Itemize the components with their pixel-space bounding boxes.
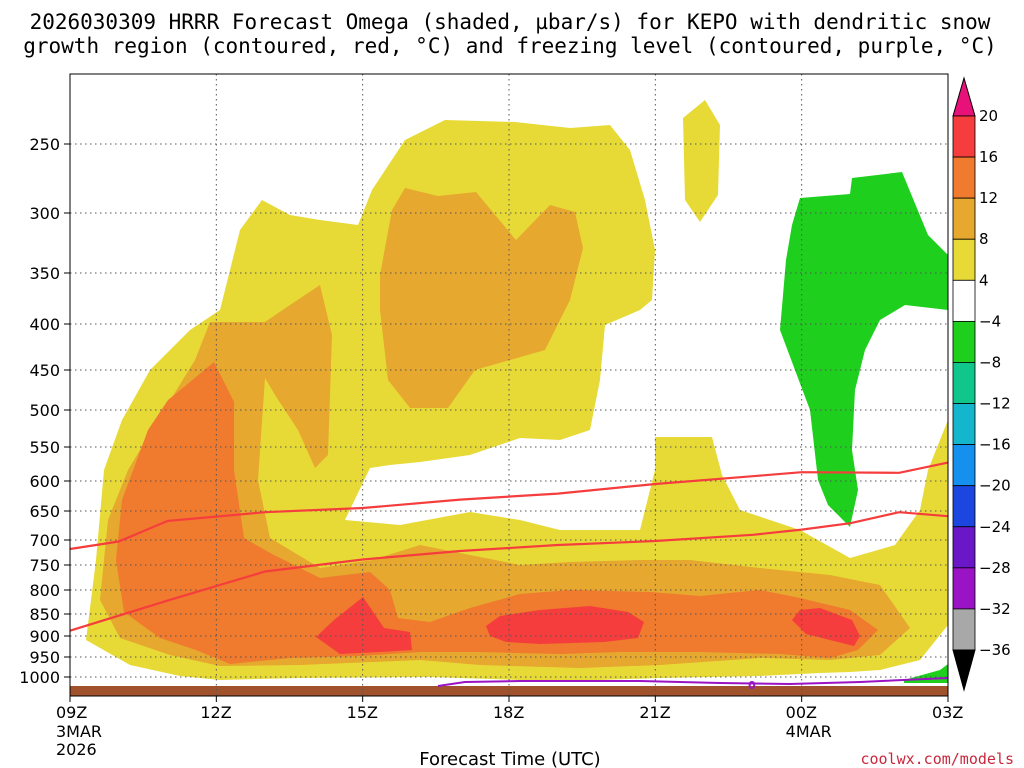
colorbar-label: −8 xyxy=(979,353,1001,371)
x-tick-label: 15Z xyxy=(347,703,378,722)
dgz-lower-contour xyxy=(69,511,949,632)
y-tick-label: 800 xyxy=(29,581,60,600)
omega-region-12-to-16 xyxy=(116,362,878,664)
colorbar-label: 8 xyxy=(979,230,989,248)
colorbar: 20 16 12 8 4 −4 −8 −12 −16 −20 −24 −28 −32 −36 xyxy=(952,76,1011,692)
freezing-level-contour xyxy=(437,677,949,687)
y-tick-label: 250 xyxy=(29,135,60,154)
colorbar-label: 16 xyxy=(979,148,998,166)
y-tick-label: 400 xyxy=(29,315,60,334)
chart-title-line1: 2026030309 HRRR Forecast Omega (shaded, … xyxy=(30,10,991,34)
y-axis: 250 300 350 400 450 500 550 600 650 700 750 800 850 9… xyxy=(19,135,70,687)
colorbar-swatch xyxy=(952,238,976,281)
y-tick-label: 850 xyxy=(29,605,60,624)
y-tick-label: 300 xyxy=(29,204,60,223)
colorbar-label: −32 xyxy=(979,600,1011,618)
colorbar-swatch xyxy=(952,197,976,240)
terrain-ground xyxy=(70,686,948,696)
x-tick-date-label: 3MAR xyxy=(56,722,102,741)
colorbar-label: −4 xyxy=(979,312,1001,330)
colorbar-swatch xyxy=(952,362,976,404)
y-tick-label: 550 xyxy=(29,438,60,457)
plot-area: 0 xyxy=(69,73,949,697)
y-tick-label: 500 xyxy=(29,401,60,420)
omega-region-4-to-8-top xyxy=(683,100,720,222)
colorbar-label: 4 xyxy=(979,271,989,289)
freezing-level-label: 0 xyxy=(748,679,756,692)
x-tick-year-label: 2026 xyxy=(56,740,97,759)
colorbar-label: −28 xyxy=(979,559,1011,577)
x-tick-label: 21Z xyxy=(639,703,670,722)
omega-region-16-to-20-a xyxy=(316,597,412,654)
y-tick-label: 650 xyxy=(29,502,60,521)
x-axis-title: Forecast Time (UTC) xyxy=(419,749,600,768)
colorbar-label: −12 xyxy=(979,395,1011,413)
x-tick-label: 00Z xyxy=(786,703,817,722)
colorbar-label: −24 xyxy=(979,518,1011,536)
colorbar-label: −36 xyxy=(979,641,1011,659)
x-tick-date-label: 4MAR xyxy=(786,722,832,741)
colorbar-label: 12 xyxy=(979,189,998,207)
colorbar-swatch xyxy=(952,320,976,363)
colorbar-swatch xyxy=(952,526,976,569)
colorbar-bottom-arrow xyxy=(952,649,976,692)
y-tick-label: 700 xyxy=(29,531,60,550)
y-tick-label: 950 xyxy=(29,648,60,667)
colorbar-label: 20 xyxy=(979,107,998,125)
colorbar-label: −20 xyxy=(979,477,1011,495)
x-tick-label: 03Z xyxy=(932,703,963,722)
colorbar-swatch xyxy=(952,608,976,651)
x-tick-label: 18Z xyxy=(493,703,524,722)
y-tick-label: 750 xyxy=(29,556,60,575)
colorbar-label: −16 xyxy=(979,436,1011,454)
omega-region-8-to-12-upper xyxy=(380,188,583,408)
credit-text: coolwx.com/models xyxy=(860,750,1014,768)
grid-lines xyxy=(70,74,948,696)
omega-region-16-to-20-b xyxy=(486,606,644,644)
y-tick-label: 350 xyxy=(29,264,60,283)
chart-title-line2: growth region (contoured, red, °C) and f… xyxy=(23,34,997,58)
y-tick-label: 900 xyxy=(29,627,60,646)
y-tick-label: 450 xyxy=(29,361,60,380)
y-tick-label: 600 xyxy=(29,472,60,491)
omega-region-neg4-to-neg8 xyxy=(780,172,948,527)
colorbar-swatch xyxy=(952,567,976,610)
colorbar-swatch xyxy=(952,115,976,158)
colorbar-swatch xyxy=(952,279,976,322)
colorbar-swatch xyxy=(952,156,976,199)
x-tick-label: 12Z xyxy=(200,703,231,722)
omega-region-16-to-20-c xyxy=(792,608,860,646)
x-tick-label: 09Z xyxy=(56,703,87,722)
colorbar-swatch xyxy=(952,403,976,446)
colorbar-top-arrow xyxy=(952,76,976,117)
y-tick-label: 1000 xyxy=(19,668,60,687)
dgz-upper-contour xyxy=(69,461,949,551)
colorbar-swatch xyxy=(952,485,976,528)
colorbar-swatch xyxy=(952,444,976,487)
